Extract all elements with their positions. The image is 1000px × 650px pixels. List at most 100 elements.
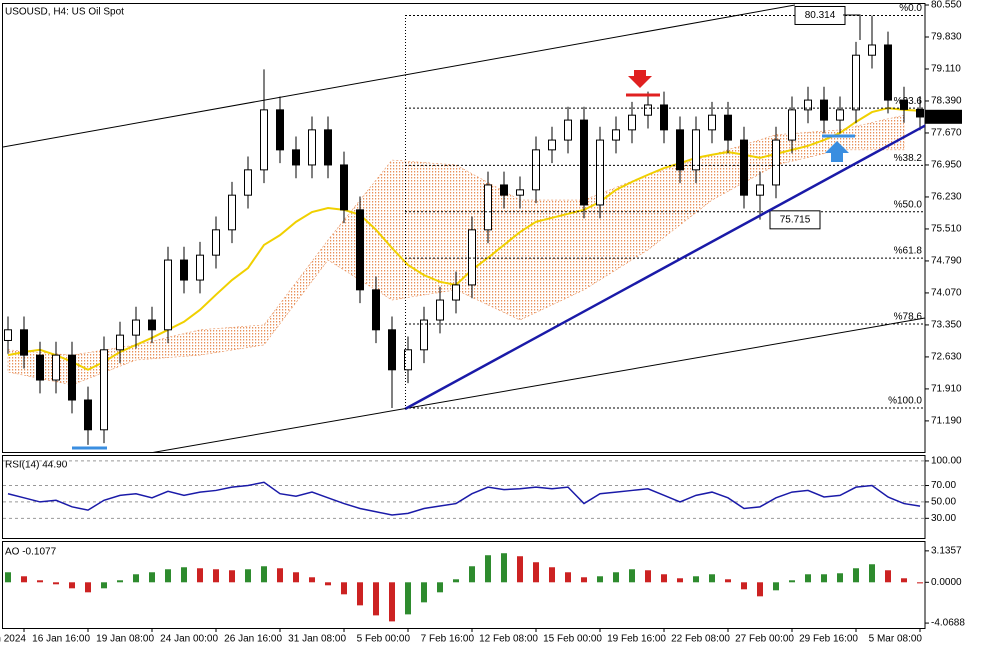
ao-bar: [245, 569, 251, 583]
main-panel: [2, 3, 926, 453]
ao-bar: [437, 582, 443, 593]
ao-bar: [469, 566, 475, 583]
ao-bar: [453, 579, 459, 583]
ao-bar: [757, 582, 763, 597]
ao-bar: [533, 562, 539, 583]
y-tick-label: 71.910: [931, 384, 962, 395]
candle-body: [308, 129, 316, 166]
candle-body: [740, 139, 748, 196]
ao-bar: [645, 570, 651, 583]
candle-body: [532, 149, 540, 191]
y-tick-label: 30.00: [931, 513, 956, 524]
y-tick-label: 0.0000: [931, 577, 962, 588]
candle-body: [452, 284, 460, 301]
y-tick-label: 100.00: [931, 456, 962, 467]
ao-bar: [565, 572, 571, 583]
ao-bar: [805, 574, 811, 583]
sell-arrow: [628, 70, 652, 88]
ao-bar: [277, 568, 283, 583]
ao-bar: [725, 579, 731, 583]
ao-bar: [5, 572, 11, 583]
candle-body: [804, 99, 812, 111]
y-tick-label: 78.390: [931, 96, 962, 107]
candle-body: [660, 104, 668, 131]
ao-bar: [341, 582, 347, 595]
ao-bar: [773, 582, 779, 591]
candle-body: [884, 44, 892, 101]
y-tick-label: 72.630: [931, 352, 962, 363]
ao-bar: [373, 582, 379, 616]
candle-body: [644, 104, 652, 116]
ao-bar: [549, 567, 555, 583]
trend-line: [404, 124, 925, 411]
ao-bar: [661, 574, 667, 583]
main-plot: [4, 14, 925, 445]
ao-bar: [165, 569, 171, 583]
ao-bar: [869, 564, 875, 583]
y-tick-label: 76.230: [931, 192, 962, 203]
ao-bar: [85, 582, 91, 593]
moving-average: [7, 107, 921, 371]
price-annotation-box: [769, 210, 821, 230]
candle-body: [116, 334, 124, 351]
ao-bar: [325, 582, 331, 586]
candle-body: [324, 129, 332, 166]
ao-bar: [597, 576, 603, 583]
ao-bar: [229, 570, 235, 583]
candle-body: [564, 119, 572, 141]
fib-label: %50.0: [894, 199, 923, 210]
x-tick-label: 12 Jan 2024: [0, 634, 26, 645]
candle-body: [68, 354, 76, 401]
x-tick-label: 16 Jan 16:00: [32, 634, 90, 645]
candle-body: [724, 114, 732, 141]
candle-body: [612, 129, 620, 141]
price-annotation: 80.314: [805, 10, 836, 21]
candle-body: [580, 119, 588, 206]
candle-body: [692, 129, 700, 171]
ao-bar: [37, 580, 43, 583]
ao-bar: [389, 582, 395, 622]
ao-bar: [421, 582, 427, 603]
ao-bar: [709, 574, 715, 583]
ao-bar: [837, 573, 843, 583]
candle-body: [196, 254, 204, 281]
rsi-title: RSI(14) 44.90: [5, 460, 68, 471]
y-tick-label: 74.790: [931, 256, 962, 267]
candle-body: [20, 329, 28, 356]
ao-bar: [581, 577, 587, 583]
y-tick-label: -4.0688: [931, 618, 965, 629]
candle-body: [36, 354, 44, 381]
candle-body: [436, 299, 444, 321]
price-annotation: 75.715: [780, 214, 811, 225]
y-tick-label: 75.510: [931, 224, 962, 235]
candle-body: [132, 319, 140, 336]
ao-bar: [133, 574, 139, 583]
channel-lower: [152, 317, 925, 452]
x-tick-label: 5 Mar 08:00: [869, 634, 923, 645]
candle-body: [468, 229, 476, 286]
x-tick-label: 24 Jan 00:00: [160, 634, 218, 645]
x-tick-label: 19 Jan 08:00: [96, 634, 154, 645]
candle-body: [420, 319, 428, 351]
y-tick-label: 50.00: [931, 497, 956, 508]
ao-bar: [789, 580, 795, 583]
candle-body: [820, 99, 828, 121]
candle-body: [84, 399, 92, 431]
x-tick-label: 26 Jan 16:00: [224, 634, 282, 645]
candle-body: [756, 184, 764, 196]
candle-body: [228, 194, 236, 231]
candle-body: [628, 114, 636, 131]
y-tick-label: 71.190: [931, 416, 962, 427]
candle-body: [548, 139, 556, 151]
ao-bar: [261, 566, 267, 583]
ao-panel: [2, 541, 926, 629]
ao-bar: [101, 582, 107, 589]
rsi-line: [7, 481, 921, 516]
ao-bar: [197, 568, 203, 583]
y-tick-label: 70.00: [931, 480, 956, 491]
ao-bar: [853, 568, 859, 583]
ao-bar: [293, 572, 299, 583]
chart-title: USOUSD, H4: US Oil Spot: [5, 7, 124, 18]
fib-label: %100.0: [888, 396, 922, 407]
